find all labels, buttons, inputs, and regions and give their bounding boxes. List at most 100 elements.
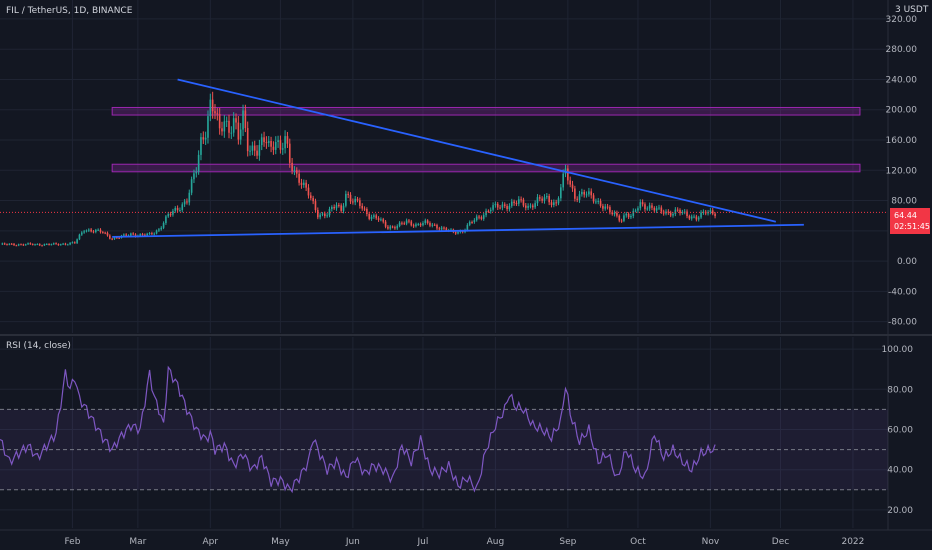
descending-resistance-trendline[interactable]: [177, 78, 777, 223]
time-tick-label: Aug: [487, 537, 505, 547]
current-price-value: 64.44: [894, 211, 917, 220]
price-tick-label: 0.00: [897, 257, 917, 267]
candle-body: [620, 220, 623, 222]
candle-body: [436, 224, 438, 229]
candle-body: [648, 205, 651, 209]
candle-body: [578, 194, 581, 200]
candle-body: [64, 243, 67, 245]
candle-body: [146, 233, 149, 236]
candle-body: [298, 173, 300, 183]
candle-body: [94, 229, 97, 232]
candle-body: [153, 233, 156, 235]
candle-body: [321, 213, 324, 215]
candle-body: [630, 215, 632, 218]
candle-body: [151, 233, 153, 235]
candle-body: [277, 140, 279, 142]
candle-body: [183, 201, 186, 205]
candle-body: [440, 227, 443, 230]
candle-body: [412, 225, 415, 227]
candle-body: [623, 215, 625, 221]
candle-body: [660, 207, 663, 212]
candle-body: [71, 242, 74, 244]
candle-body: [48, 244, 50, 246]
chart-title: FIL / TetherUS, 1D, BINANCE: [6, 6, 133, 16]
candle-body: [3, 243, 6, 245]
candle-body: [585, 194, 588, 196]
upper-resistance-zone[interactable]: [111, 106, 861, 116]
candle-body: [693, 216, 695, 218]
candle-body: [352, 201, 354, 203]
candle-body: [377, 218, 380, 220]
candle-body: [471, 221, 473, 223]
candle-body: [368, 214, 371, 219]
candle-body: [688, 216, 691, 219]
candle-body: [431, 224, 434, 226]
candle-body: [302, 182, 305, 186]
current-price-tag: 64.44 02:51:45: [890, 208, 930, 234]
candle-body: [410, 221, 413, 226]
candle-body: [116, 237, 118, 239]
candle-body: [20, 244, 22, 246]
candle-body: [546, 196, 548, 198]
candle-body: [503, 204, 506, 206]
candle-body: [697, 217, 700, 220]
candle-body: [417, 224, 420, 226]
candle-body: [443, 227, 445, 229]
candle-body: [326, 215, 328, 217]
candle-body: [90, 229, 92, 232]
price-tick-label: 240.00: [886, 75, 918, 85]
candle-body: [179, 209, 181, 211]
candle-body: [641, 202, 644, 205]
price-tick-label: 120.00: [886, 166, 918, 176]
candle-body: [111, 238, 113, 240]
candle-body: [700, 212, 702, 218]
candle-body: [613, 212, 616, 215]
candle-body: [382, 219, 385, 222]
price-tick-label: -80.00: [888, 318, 917, 328]
candle-body: [487, 210, 490, 212]
candle-body: [634, 210, 637, 212]
candle-body: [567, 168, 569, 181]
candle-body: [492, 205, 494, 210]
candle-body: [438, 228, 441, 230]
candle-body: [10, 243, 13, 245]
candle-body: [230, 132, 233, 134]
time-tick-label: Apr: [203, 537, 219, 547]
candle-body: [524, 205, 527, 208]
candle-body: [370, 216, 373, 219]
candle-body: [686, 211, 688, 217]
candle-body: [419, 224, 422, 226]
currency-unit-badge[interactable]: 3 USDT: [895, 5, 929, 15]
candle-body: [162, 223, 165, 228]
ascending-support-trendline[interactable]: [112, 223, 804, 238]
price-tick-label: 320.00: [886, 15, 918, 25]
candle-body: [176, 207, 179, 211]
candle-body: [27, 243, 29, 245]
candle-body: [403, 223, 406, 225]
candle-body: [314, 201, 317, 210]
candle-body: [331, 206, 333, 209]
candle-body: [356, 198, 359, 201]
candle-body: [625, 213, 628, 216]
candle-body: [562, 173, 564, 188]
candle-body: [263, 137, 265, 143]
candle-body: [284, 136, 286, 149]
candle-body: [188, 192, 191, 203]
candle-body: [424, 220, 427, 224]
candle-body: [347, 193, 350, 195]
candle-body: [221, 128, 223, 132]
candle-body: [123, 234, 125, 236]
candle-body: [604, 206, 607, 209]
candle-body: [548, 196, 550, 203]
candle-body: [588, 191, 590, 195]
candle-body: [218, 113, 221, 129]
candle-body: [24, 244, 27, 246]
candle-body: [478, 216, 480, 218]
lower-resistance-zone[interactable]: [111, 163, 861, 173]
rsi-line: [0, 365, 716, 494]
candle-body: [57, 244, 60, 246]
candle-body: [359, 200, 361, 206]
candle-body: [160, 227, 163, 230]
candle-body: [583, 191, 586, 195]
